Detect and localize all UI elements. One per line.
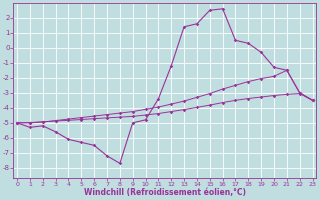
X-axis label: Windchill (Refroidissement éolien,°C): Windchill (Refroidissement éolien,°C) bbox=[84, 188, 246, 197]
